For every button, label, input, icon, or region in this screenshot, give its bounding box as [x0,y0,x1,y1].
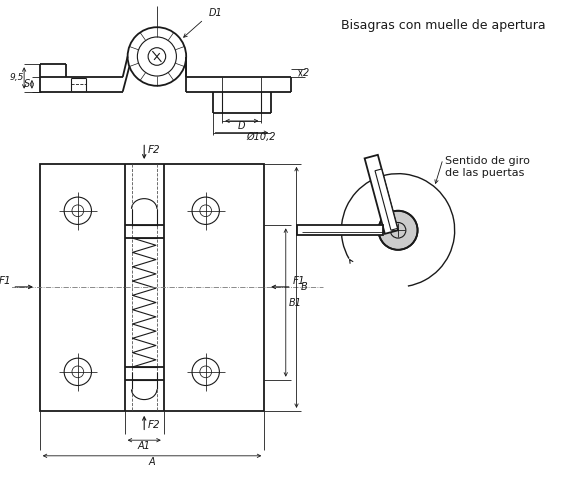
Text: F2: F2 [148,145,161,155]
Text: Sentido de giro
de las puertas: Sentido de giro de las puertas [445,156,530,178]
Text: D1: D1 [208,9,222,18]
Text: B: B [301,282,308,292]
Text: B1: B1 [289,298,302,307]
Text: A1: A1 [138,441,151,451]
Text: D: D [238,121,246,131]
Text: S: S [24,79,30,90]
Text: Ø10,2: Ø10,2 [247,133,276,142]
Circle shape [378,211,417,250]
Text: F1: F1 [0,276,11,286]
Text: 2: 2 [303,68,310,78]
Text: F2: F2 [148,420,161,430]
Polygon shape [375,169,398,230]
Text: 9,5: 9,5 [9,74,23,82]
Text: Bisagras con muelle de apertura: Bisagras con muelle de apertura [340,19,545,32]
Text: A: A [149,457,155,467]
Bar [297,226,384,235]
Bar [40,164,264,411]
Polygon shape [365,155,398,234]
Text: F1: F1 [293,276,306,286]
